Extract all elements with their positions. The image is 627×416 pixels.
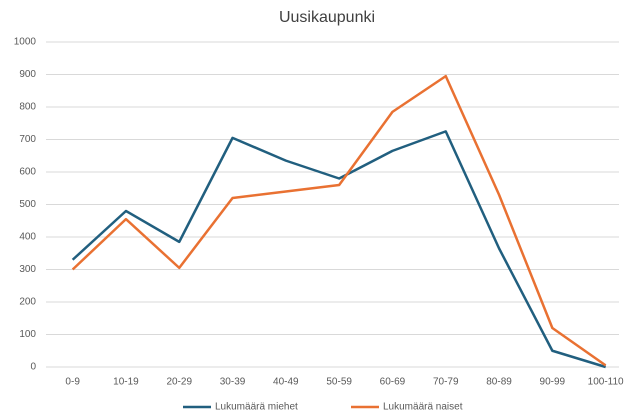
y-tick-label: 300 bbox=[19, 264, 36, 275]
series-line bbox=[71, 130, 607, 369]
x-tick-label: 10-19 bbox=[113, 377, 139, 388]
series-line bbox=[71, 74, 607, 367]
chart-title: Uusikaupunki bbox=[279, 9, 375, 26]
x-tick-label: 50-59 bbox=[326, 377, 352, 388]
y-tick-label: 1000 bbox=[14, 37, 37, 48]
y-tick-label: 400 bbox=[19, 232, 36, 243]
x-tick-label: 80-89 bbox=[486, 377, 512, 388]
x-tick-label: 90-99 bbox=[540, 377, 566, 388]
x-tick-label: 60-69 bbox=[380, 377, 406, 388]
x-tick-label: 70-79 bbox=[433, 377, 459, 388]
y-tick-label: 200 bbox=[19, 297, 36, 308]
y-tick-label: 900 bbox=[19, 69, 36, 80]
x-tick-label: 20-29 bbox=[166, 377, 192, 388]
y-tick-label: 700 bbox=[19, 134, 36, 145]
x-tick-label: 100-110 bbox=[588, 377, 624, 388]
x-tick-label: 40-49 bbox=[273, 377, 299, 388]
y-tick-label: 600 bbox=[19, 167, 36, 178]
y-tick-label: 0 bbox=[30, 362, 36, 373]
y-tick-label: 500 bbox=[19, 199, 36, 210]
legend-label: Lukumäärä miehet bbox=[215, 402, 298, 413]
legend-label: Lukumäärä naiset bbox=[383, 402, 463, 413]
x-tick-label: 0-9 bbox=[65, 377, 80, 388]
y-tick-label: 800 bbox=[19, 102, 36, 113]
y-tick-label: 100 bbox=[19, 329, 36, 340]
x-tick-label: 30-39 bbox=[220, 377, 246, 388]
